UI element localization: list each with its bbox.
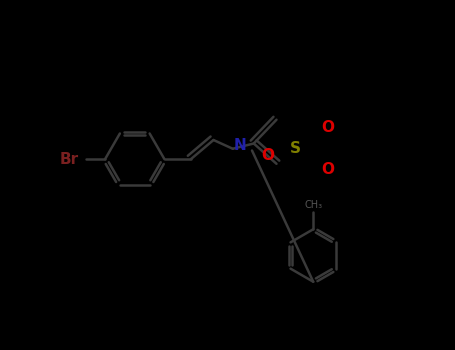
Text: N: N (233, 138, 246, 153)
Text: S: S (290, 141, 301, 156)
Text: O: O (261, 148, 274, 163)
Text: O: O (321, 120, 334, 135)
Text: CH₃: CH₃ (304, 200, 322, 210)
Text: O: O (321, 162, 334, 177)
Text: Br: Br (60, 152, 79, 167)
